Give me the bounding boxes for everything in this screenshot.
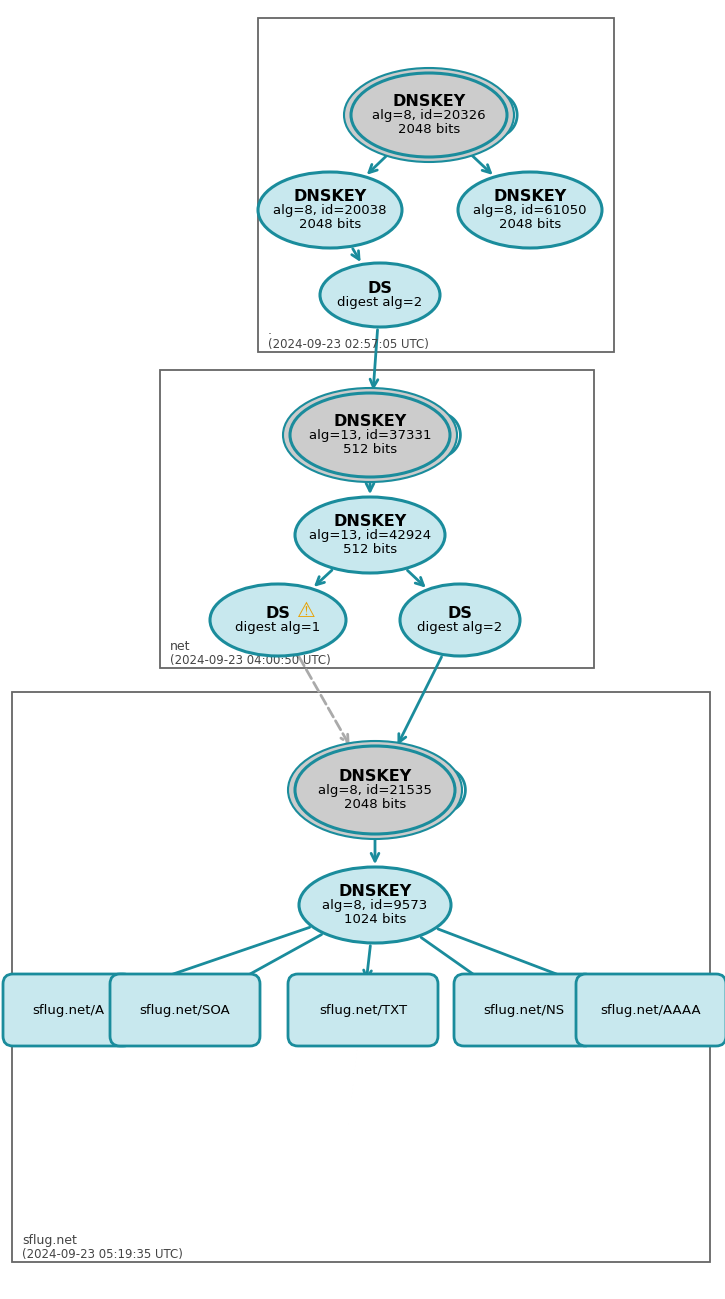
Ellipse shape xyxy=(295,498,445,573)
FancyBboxPatch shape xyxy=(3,974,133,1046)
Text: DNSKEY: DNSKEY xyxy=(294,188,367,204)
FancyBboxPatch shape xyxy=(12,692,710,1263)
Ellipse shape xyxy=(299,866,451,943)
Text: 2048 bits: 2048 bits xyxy=(398,122,460,135)
Text: alg=13, id=42924: alg=13, id=42924 xyxy=(309,529,431,542)
Text: DS: DS xyxy=(368,281,392,295)
Text: DS: DS xyxy=(447,605,473,621)
Text: DNSKEY: DNSKEY xyxy=(339,769,412,783)
Text: 2048 bits: 2048 bits xyxy=(344,798,406,811)
Text: 512 bits: 512 bits xyxy=(343,543,397,556)
Ellipse shape xyxy=(344,68,514,162)
Text: (2024-09-23 05:19:35 UTC): (2024-09-23 05:19:35 UTC) xyxy=(22,1248,183,1261)
Ellipse shape xyxy=(283,388,457,482)
Text: sflug.net/NS: sflug.net/NS xyxy=(484,1004,565,1017)
Ellipse shape xyxy=(351,73,507,157)
Text: sflug.net/TXT: sflug.net/TXT xyxy=(319,1004,407,1017)
FancyBboxPatch shape xyxy=(454,974,594,1046)
Text: DNSKEY: DNSKEY xyxy=(334,513,407,529)
Ellipse shape xyxy=(320,262,440,327)
Text: 1024 bits: 1024 bits xyxy=(344,912,406,925)
Text: (2024-09-23 04:00:50 UTC): (2024-09-23 04:00:50 UTC) xyxy=(170,653,331,666)
Text: ⚠: ⚠ xyxy=(297,601,316,621)
Text: alg=8, id=61050: alg=8, id=61050 xyxy=(473,204,587,217)
Text: alg=8, id=20038: alg=8, id=20038 xyxy=(273,204,386,217)
Text: digest alg=2: digest alg=2 xyxy=(337,295,423,308)
Text: 512 bits: 512 bits xyxy=(343,443,397,456)
Text: digest alg=2: digest alg=2 xyxy=(418,621,502,634)
Ellipse shape xyxy=(458,171,602,248)
Text: (2024-09-23 02:57:05 UTC): (2024-09-23 02:57:05 UTC) xyxy=(268,338,429,351)
FancyBboxPatch shape xyxy=(258,18,614,352)
Ellipse shape xyxy=(210,585,346,656)
Text: DNSKEY: DNSKEY xyxy=(392,94,465,109)
Text: sflug.net/SOA: sflug.net/SOA xyxy=(140,1004,231,1017)
Text: .: . xyxy=(268,323,272,336)
FancyBboxPatch shape xyxy=(110,974,260,1046)
Text: sflug.net/AAAA: sflug.net/AAAA xyxy=(601,1004,701,1017)
Text: DNSKEY: DNSKEY xyxy=(494,188,567,204)
Text: digest alg=1: digest alg=1 xyxy=(236,621,320,634)
Text: 2048 bits: 2048 bits xyxy=(299,217,361,230)
Text: alg=8, id=9573: alg=8, id=9573 xyxy=(323,899,428,912)
Ellipse shape xyxy=(295,746,455,834)
FancyBboxPatch shape xyxy=(288,974,438,1046)
Text: 2048 bits: 2048 bits xyxy=(499,217,561,230)
Text: sflug.net: sflug.net xyxy=(22,1234,77,1247)
Text: DNSKEY: DNSKEY xyxy=(339,883,412,899)
Text: sflug.net/A: sflug.net/A xyxy=(32,1004,104,1017)
Text: DS: DS xyxy=(265,605,291,621)
Ellipse shape xyxy=(288,740,462,839)
Text: alg=8, id=21535: alg=8, id=21535 xyxy=(318,783,432,796)
FancyBboxPatch shape xyxy=(576,974,725,1046)
Text: net: net xyxy=(170,640,191,653)
Ellipse shape xyxy=(290,394,450,477)
Text: alg=13, id=37331: alg=13, id=37331 xyxy=(309,429,431,442)
FancyBboxPatch shape xyxy=(160,370,594,668)
Text: DNSKEY: DNSKEY xyxy=(334,413,407,429)
Ellipse shape xyxy=(400,585,520,656)
Text: alg=8, id=20326: alg=8, id=20326 xyxy=(372,109,486,122)
Ellipse shape xyxy=(258,171,402,248)
